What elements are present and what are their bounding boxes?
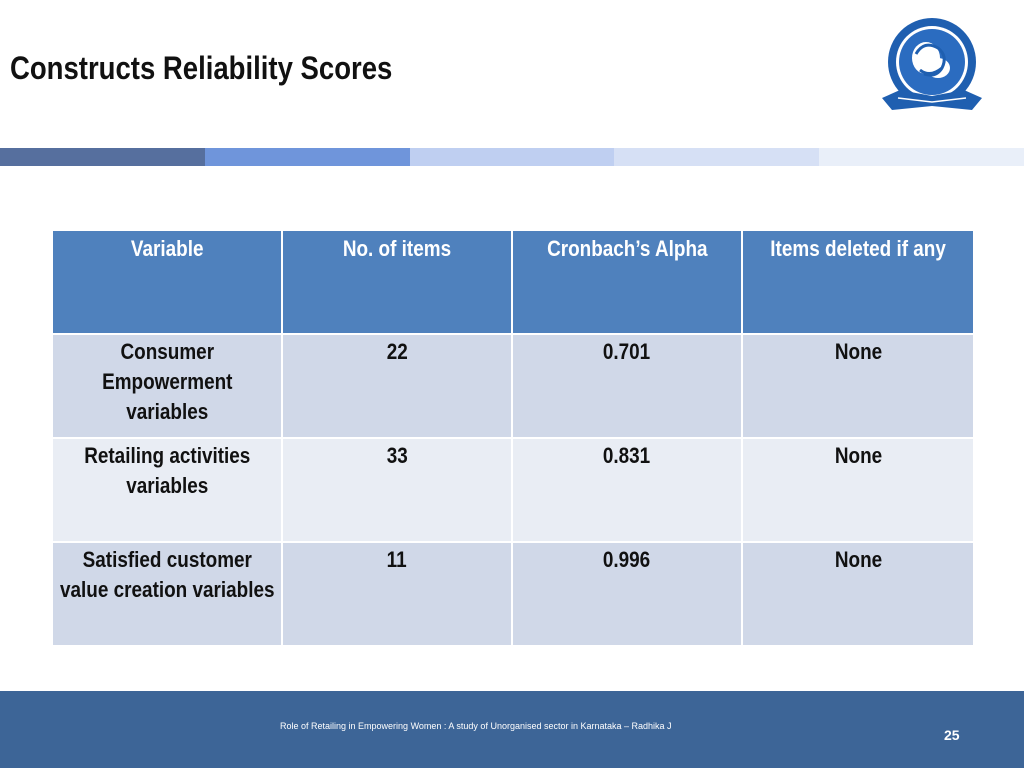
table-header-row: Variable No. of items Cronbach’s Alpha I… <box>51 229 975 335</box>
stripe-segment <box>614 148 820 166</box>
stripe-segment <box>819 148 1024 166</box>
cell-variable: Satisfied customer value creation variab… <box>51 541 283 647</box>
column-header-variable: Variable <box>51 229 283 335</box>
cell-items: 22 <box>281 333 513 439</box>
reliability-table: Variable No. of items Cronbach’s Alpha I… <box>51 229 975 647</box>
cell-items: 11 <box>281 541 513 647</box>
column-header-deleted: Items deleted if any <box>741 229 975 335</box>
stripe-segment <box>409 148 615 166</box>
cell-deleted: None <box>741 333 975 439</box>
decorative-stripe <box>0 148 1024 166</box>
university-seal-icon <box>882 18 982 110</box>
stripe-segment <box>204 148 410 166</box>
cell-alpha: 0.701 <box>511 333 743 439</box>
slide-footer: Role of Retailing in Empowering Women : … <box>0 691 1024 768</box>
cell-alpha: 0.831 <box>511 437 743 543</box>
cell-variable: Consumer Empowerment variables <box>51 333 283 439</box>
table-row: Retailing activities variables 33 0.831 … <box>51 437 975 543</box>
page-number: 25 <box>944 727 960 743</box>
cell-variable: Retailing activities variables <box>51 437 283 543</box>
stripe-segment <box>0 148 205 166</box>
slide-title: Constructs Reliability Scores <box>10 50 393 86</box>
cell-deleted: None <box>741 541 975 647</box>
column-header-items: No. of items <box>281 229 513 335</box>
column-header-alpha: Cronbach’s Alpha <box>511 229 743 335</box>
cell-alpha: 0.996 <box>511 541 743 647</box>
table-row: Consumer Empowerment variables 22 0.701 … <box>51 333 975 439</box>
table-row: Satisfied customer value creation variab… <box>51 541 975 647</box>
cell-items: 33 <box>281 437 513 543</box>
cell-deleted: None <box>741 437 975 543</box>
footer-text: Role of Retailing in Empowering Women : … <box>280 721 672 731</box>
